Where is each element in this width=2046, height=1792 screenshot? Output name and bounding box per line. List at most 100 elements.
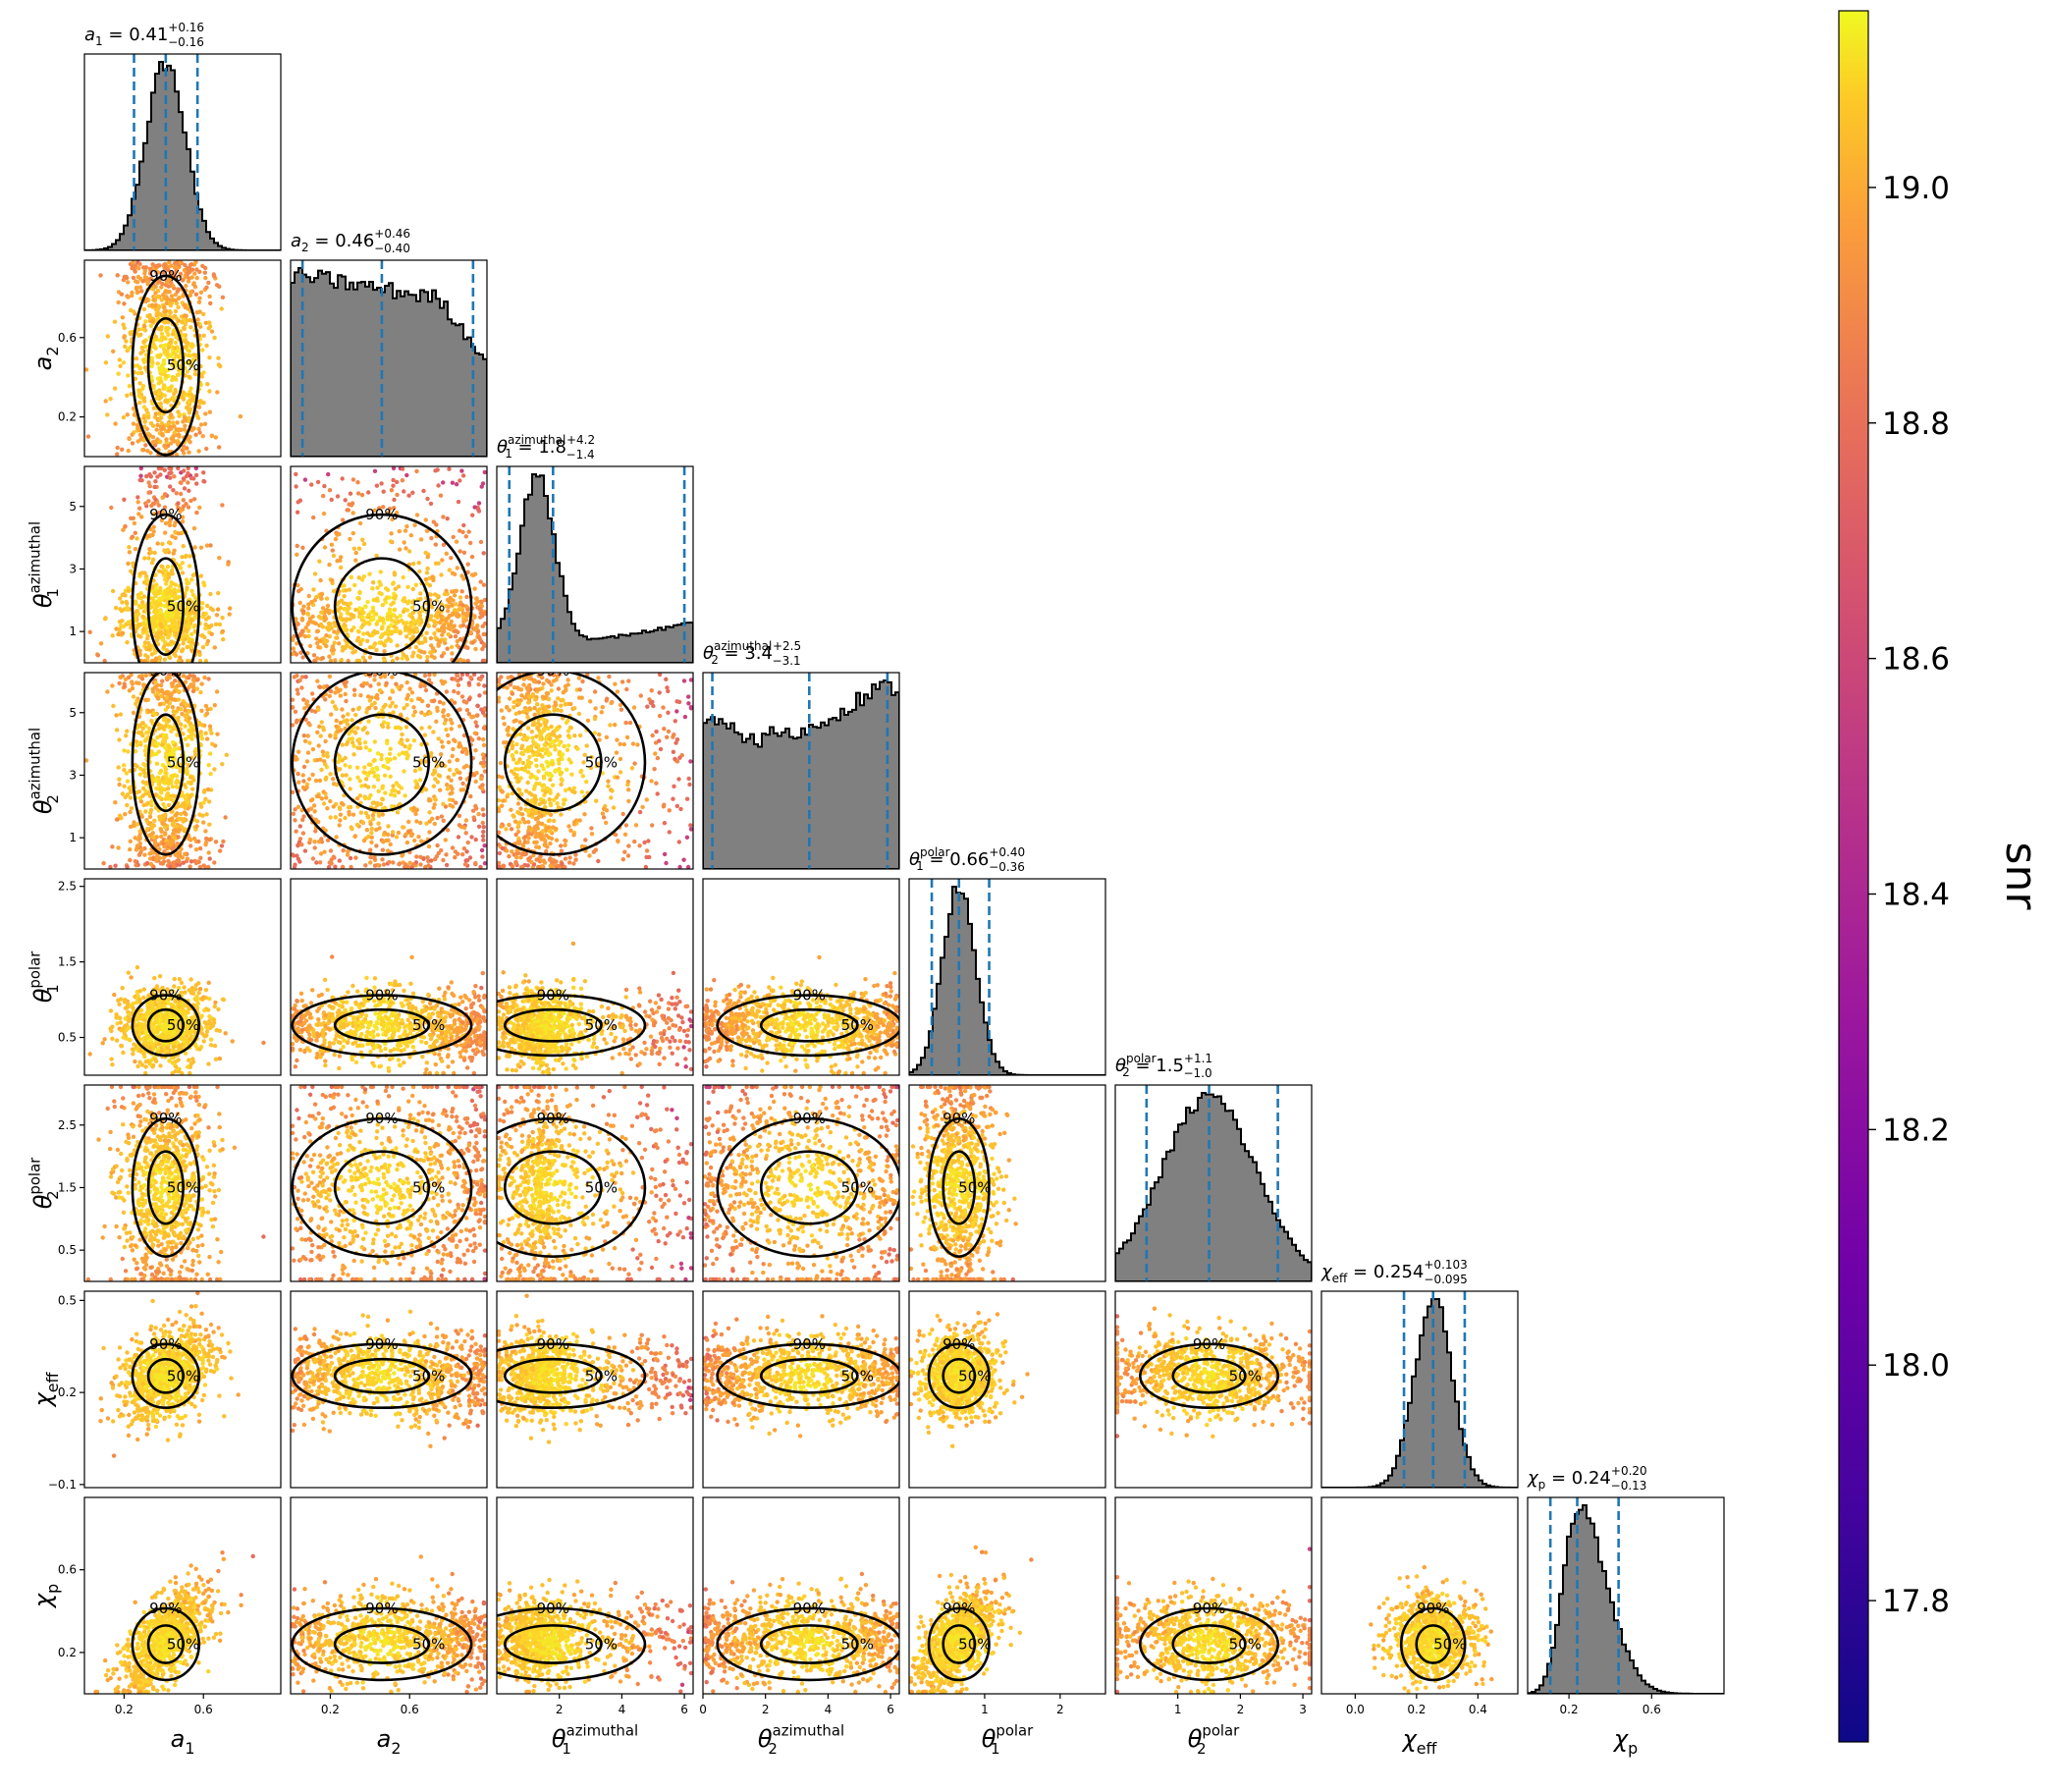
scatter-point <box>137 381 142 386</box>
scatter-point <box>129 516 134 520</box>
scatter-point <box>161 644 167 649</box>
scatter-point <box>476 824 482 829</box>
scatter-point <box>173 608 178 613</box>
scatter-point <box>596 676 601 680</box>
scatter-point <box>207 822 212 827</box>
contour-90 <box>291 673 473 856</box>
scatter-point <box>169 599 174 605</box>
scatter-point <box>157 610 163 615</box>
scatter-point <box>207 409 212 414</box>
scatter-point <box>470 737 475 742</box>
scatter-point <box>391 580 396 585</box>
scatter-point <box>415 619 421 624</box>
scatter-point <box>109 505 114 511</box>
scatter-point <box>358 810 364 815</box>
scatter-point <box>379 723 385 728</box>
scatter-point <box>157 417 162 422</box>
scatter-point <box>390 830 396 835</box>
scatter-point <box>467 855 473 860</box>
scatter-point <box>396 584 402 589</box>
scatter-point <box>459 694 465 699</box>
scatter-point <box>294 617 298 622</box>
scatter-point <box>360 727 365 733</box>
scatter-point <box>189 398 194 403</box>
scatter-point <box>355 775 360 780</box>
scatter-point <box>197 430 202 435</box>
scatter-point <box>170 534 175 539</box>
scatter-point <box>294 652 299 657</box>
scatter-point <box>383 600 389 605</box>
scatter-point <box>525 770 531 775</box>
scatter-point <box>178 566 184 570</box>
scatter-point <box>204 285 209 290</box>
scatter-point <box>361 541 367 547</box>
scatter-point <box>160 726 165 731</box>
scatter-point <box>194 824 199 829</box>
scatter-point <box>333 536 339 542</box>
scatter-point <box>552 818 557 824</box>
scatter-point <box>158 327 164 332</box>
scatter-point <box>395 616 400 621</box>
scatter-point <box>345 852 350 857</box>
scatter-point <box>206 677 211 681</box>
scatter-point <box>478 539 484 545</box>
scatter-point <box>136 266 141 271</box>
scatter-point <box>197 845 203 851</box>
scatter-point <box>176 466 181 471</box>
scatter-point <box>105 689 110 694</box>
scatter-point <box>433 621 438 625</box>
scatter-point <box>192 271 197 276</box>
scatter-point <box>215 390 220 395</box>
scatter-point <box>128 307 134 313</box>
scatter-point <box>188 843 193 848</box>
scatter-point <box>169 729 174 733</box>
scatter-point <box>430 816 435 821</box>
scatter-point <box>436 641 441 647</box>
scatter-point <box>153 497 158 502</box>
scatter-point <box>321 753 326 758</box>
scatter-point <box>644 797 649 802</box>
scatter-point <box>353 712 358 718</box>
scatter-point <box>142 268 147 273</box>
scatter-point <box>356 575 361 580</box>
scatter-point <box>505 848 510 853</box>
scatter-point <box>357 793 362 798</box>
scatter-point <box>334 783 340 787</box>
scatter-point <box>507 853 512 859</box>
scatter-point <box>169 612 174 618</box>
scatter-point <box>465 612 470 617</box>
scatter-point <box>350 530 355 536</box>
scatter-point <box>169 842 174 847</box>
scatter-point <box>422 673 428 679</box>
scatter-point <box>439 602 444 607</box>
scatter-point <box>362 765 367 770</box>
scatter-point <box>433 542 438 547</box>
scatter-point <box>220 295 226 299</box>
scatter-point <box>441 480 446 485</box>
scatter-point <box>411 598 416 604</box>
scatter-point <box>349 864 353 869</box>
scatter-point <box>481 641 487 647</box>
scatter-point <box>313 621 318 626</box>
scatter-point <box>389 488 395 493</box>
scatter-point <box>390 688 395 693</box>
scatter-point <box>142 763 148 768</box>
scatter-point <box>372 863 378 868</box>
scatter-point <box>557 749 563 754</box>
scatter-point <box>204 446 209 452</box>
scatter-point <box>414 819 419 824</box>
scatter-point <box>454 800 458 805</box>
scatter-point <box>170 623 175 628</box>
scatter-point <box>182 468 187 473</box>
scatter-point <box>454 482 459 487</box>
scatter-point <box>452 700 458 705</box>
scatter-point <box>441 701 446 706</box>
scatter-point <box>171 626 176 631</box>
scatter-point <box>470 808 476 813</box>
scatter-point <box>211 273 217 279</box>
scatter-point <box>450 570 456 575</box>
scatter-point <box>163 831 168 836</box>
scatter-point <box>329 712 334 717</box>
scatter-point <box>559 703 564 708</box>
scatter-point <box>154 396 160 401</box>
